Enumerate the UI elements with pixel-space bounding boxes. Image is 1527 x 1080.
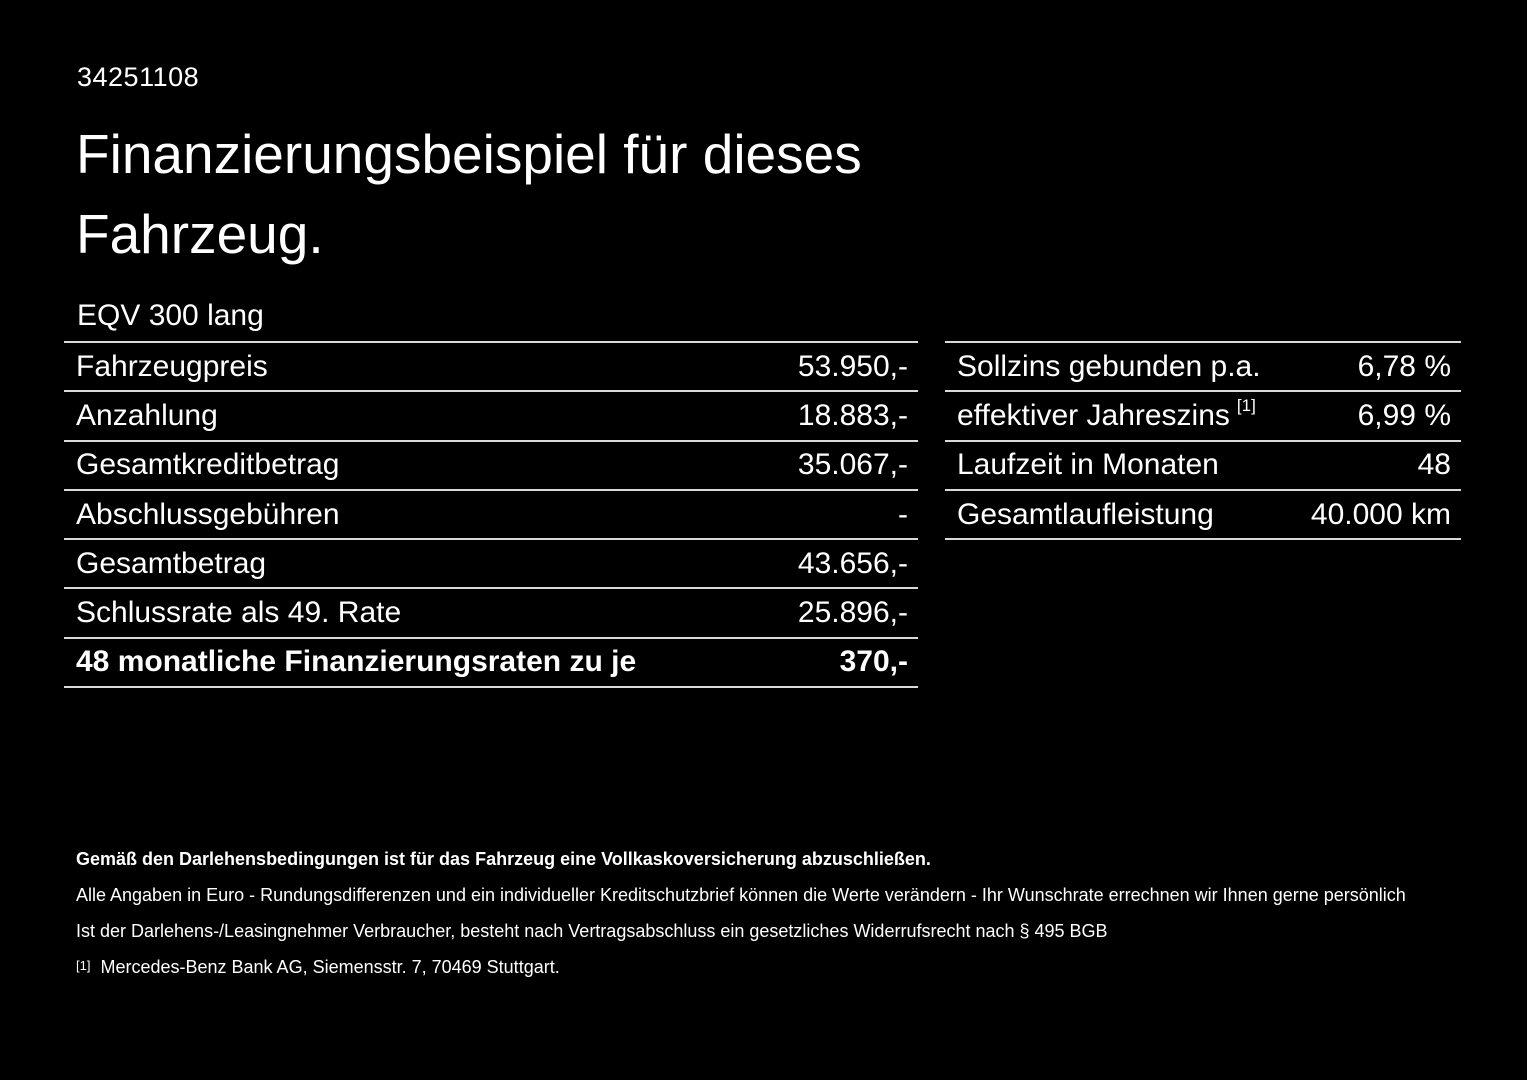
row-value: 40.000 km: [1310, 497, 1451, 531]
document-id: 34251108: [77, 62, 200, 92]
row-label: Sollzins gebunden p.a.: [957, 349, 1261, 383]
row-label: Laufzeit in Monaten: [957, 448, 1219, 482]
footnote-text: Mercedes-Benz Bank AG, Siemensstr. 7, 70…: [100, 957, 560, 977]
table-row: Gesamtbetrag 43.656,-: [64, 538, 918, 587]
row-label: Anzahlung: [76, 398, 218, 432]
row-value: 48: [1417, 448, 1451, 482]
table-row: Sollzins gebunden p.a. 6,78 %: [945, 341, 1461, 390]
row-label: Gesamtbetrag: [76, 546, 267, 580]
table-row: Gesamtkreditbetrag 35.067,-: [64, 439, 918, 489]
row-value: 53.950,-: [797, 349, 908, 383]
table-row: Schlussrate als 49. Rate 25.896,-: [64, 587, 918, 636]
row-value: 6,78 %: [1357, 349, 1451, 383]
financing-table: Fahrzeugpreis 53.950,- Anzahlung 18.883,- Ge…: [64, 341, 918, 689]
insurance-note: Gemäß den Darlehensbedingungen ist für d…: [76, 849, 931, 869]
row-value: 6,99 %: [1357, 398, 1451, 432]
disclaimer-note-2: Ist der Darlehens-/Leasingnehmer Verbrau…: [76, 921, 1108, 941]
table-row: Gesamtlaufleistung 40.000 km: [945, 488, 1461, 538]
row-value: 43.656,-: [797, 546, 908, 580]
footer: Gemäß den Darlehensbedingungen ist für d…: [76, 848, 1406, 978]
row-label: Gesamtkreditbetrag: [76, 448, 340, 482]
conditions-table: Sollzins gebunden p.a. 6,78 % effektiver J…: [945, 341, 1461, 541]
page-title: Finanzierungsbeispiel für dieses Fahrzeu…: [76, 114, 862, 274]
footnote-marker: [1]: [1236, 395, 1256, 415]
row-value: 35.067,-: [797, 448, 908, 482]
row-label: 48 monatliche Finanzierungsraten zu je: [76, 645, 637, 679]
row-value: 18.883,-: [797, 398, 908, 432]
footnote-marker: [1]: [76, 958, 91, 973]
page-title-line2: Fahrzeug.: [76, 203, 324, 265]
footnote: [1] Mercedes-Benz Bank AG, Siemensstr. 7,…: [76, 956, 1406, 978]
row-label: Abschlussgebühren: [76, 497, 340, 531]
row-label: Fahrzeugpreis: [76, 349, 268, 383]
table-row: 48 monatliche Finanzierungsraten zu je 37…: [64, 636, 918, 686]
row-label: effektiver Jahreszins [1]: [957, 395, 1256, 432]
disclaimer-note-1: Alle Angaben in Euro - Rundungsdifferenz…: [76, 885, 1406, 905]
page-title-line1: Finanzierungsbeispiel für dieses: [76, 123, 862, 185]
table-row: Anzahlung 18.883,-: [64, 390, 918, 439]
table-row: Laufzeit in Monaten 48: [945, 439, 1461, 489]
row-label: Gesamtlaufleistung: [957, 497, 1214, 531]
row-value: 370,-: [839, 645, 908, 679]
table-row: effektiver Jahreszins [1] 6,99 %: [945, 390, 1461, 439]
row-label: Schlussrate als 49. Rate: [76, 596, 402, 630]
table-row: Fahrzeugpreis 53.950,-: [64, 341, 918, 390]
row-value: -: [898, 497, 908, 531]
vehicle-model: EQV 300 lang: [77, 299, 264, 332]
row-value: 25.896,-: [797, 596, 908, 630]
table-row: Abschlussgebühren -: [64, 488, 918, 538]
